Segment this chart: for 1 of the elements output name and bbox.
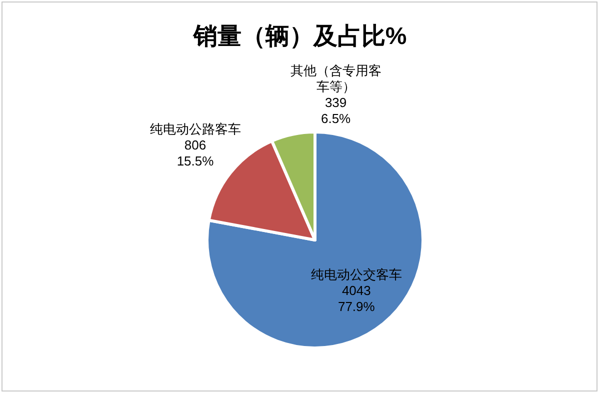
chart-title: 销量（辆）及占比% <box>192 23 407 50</box>
